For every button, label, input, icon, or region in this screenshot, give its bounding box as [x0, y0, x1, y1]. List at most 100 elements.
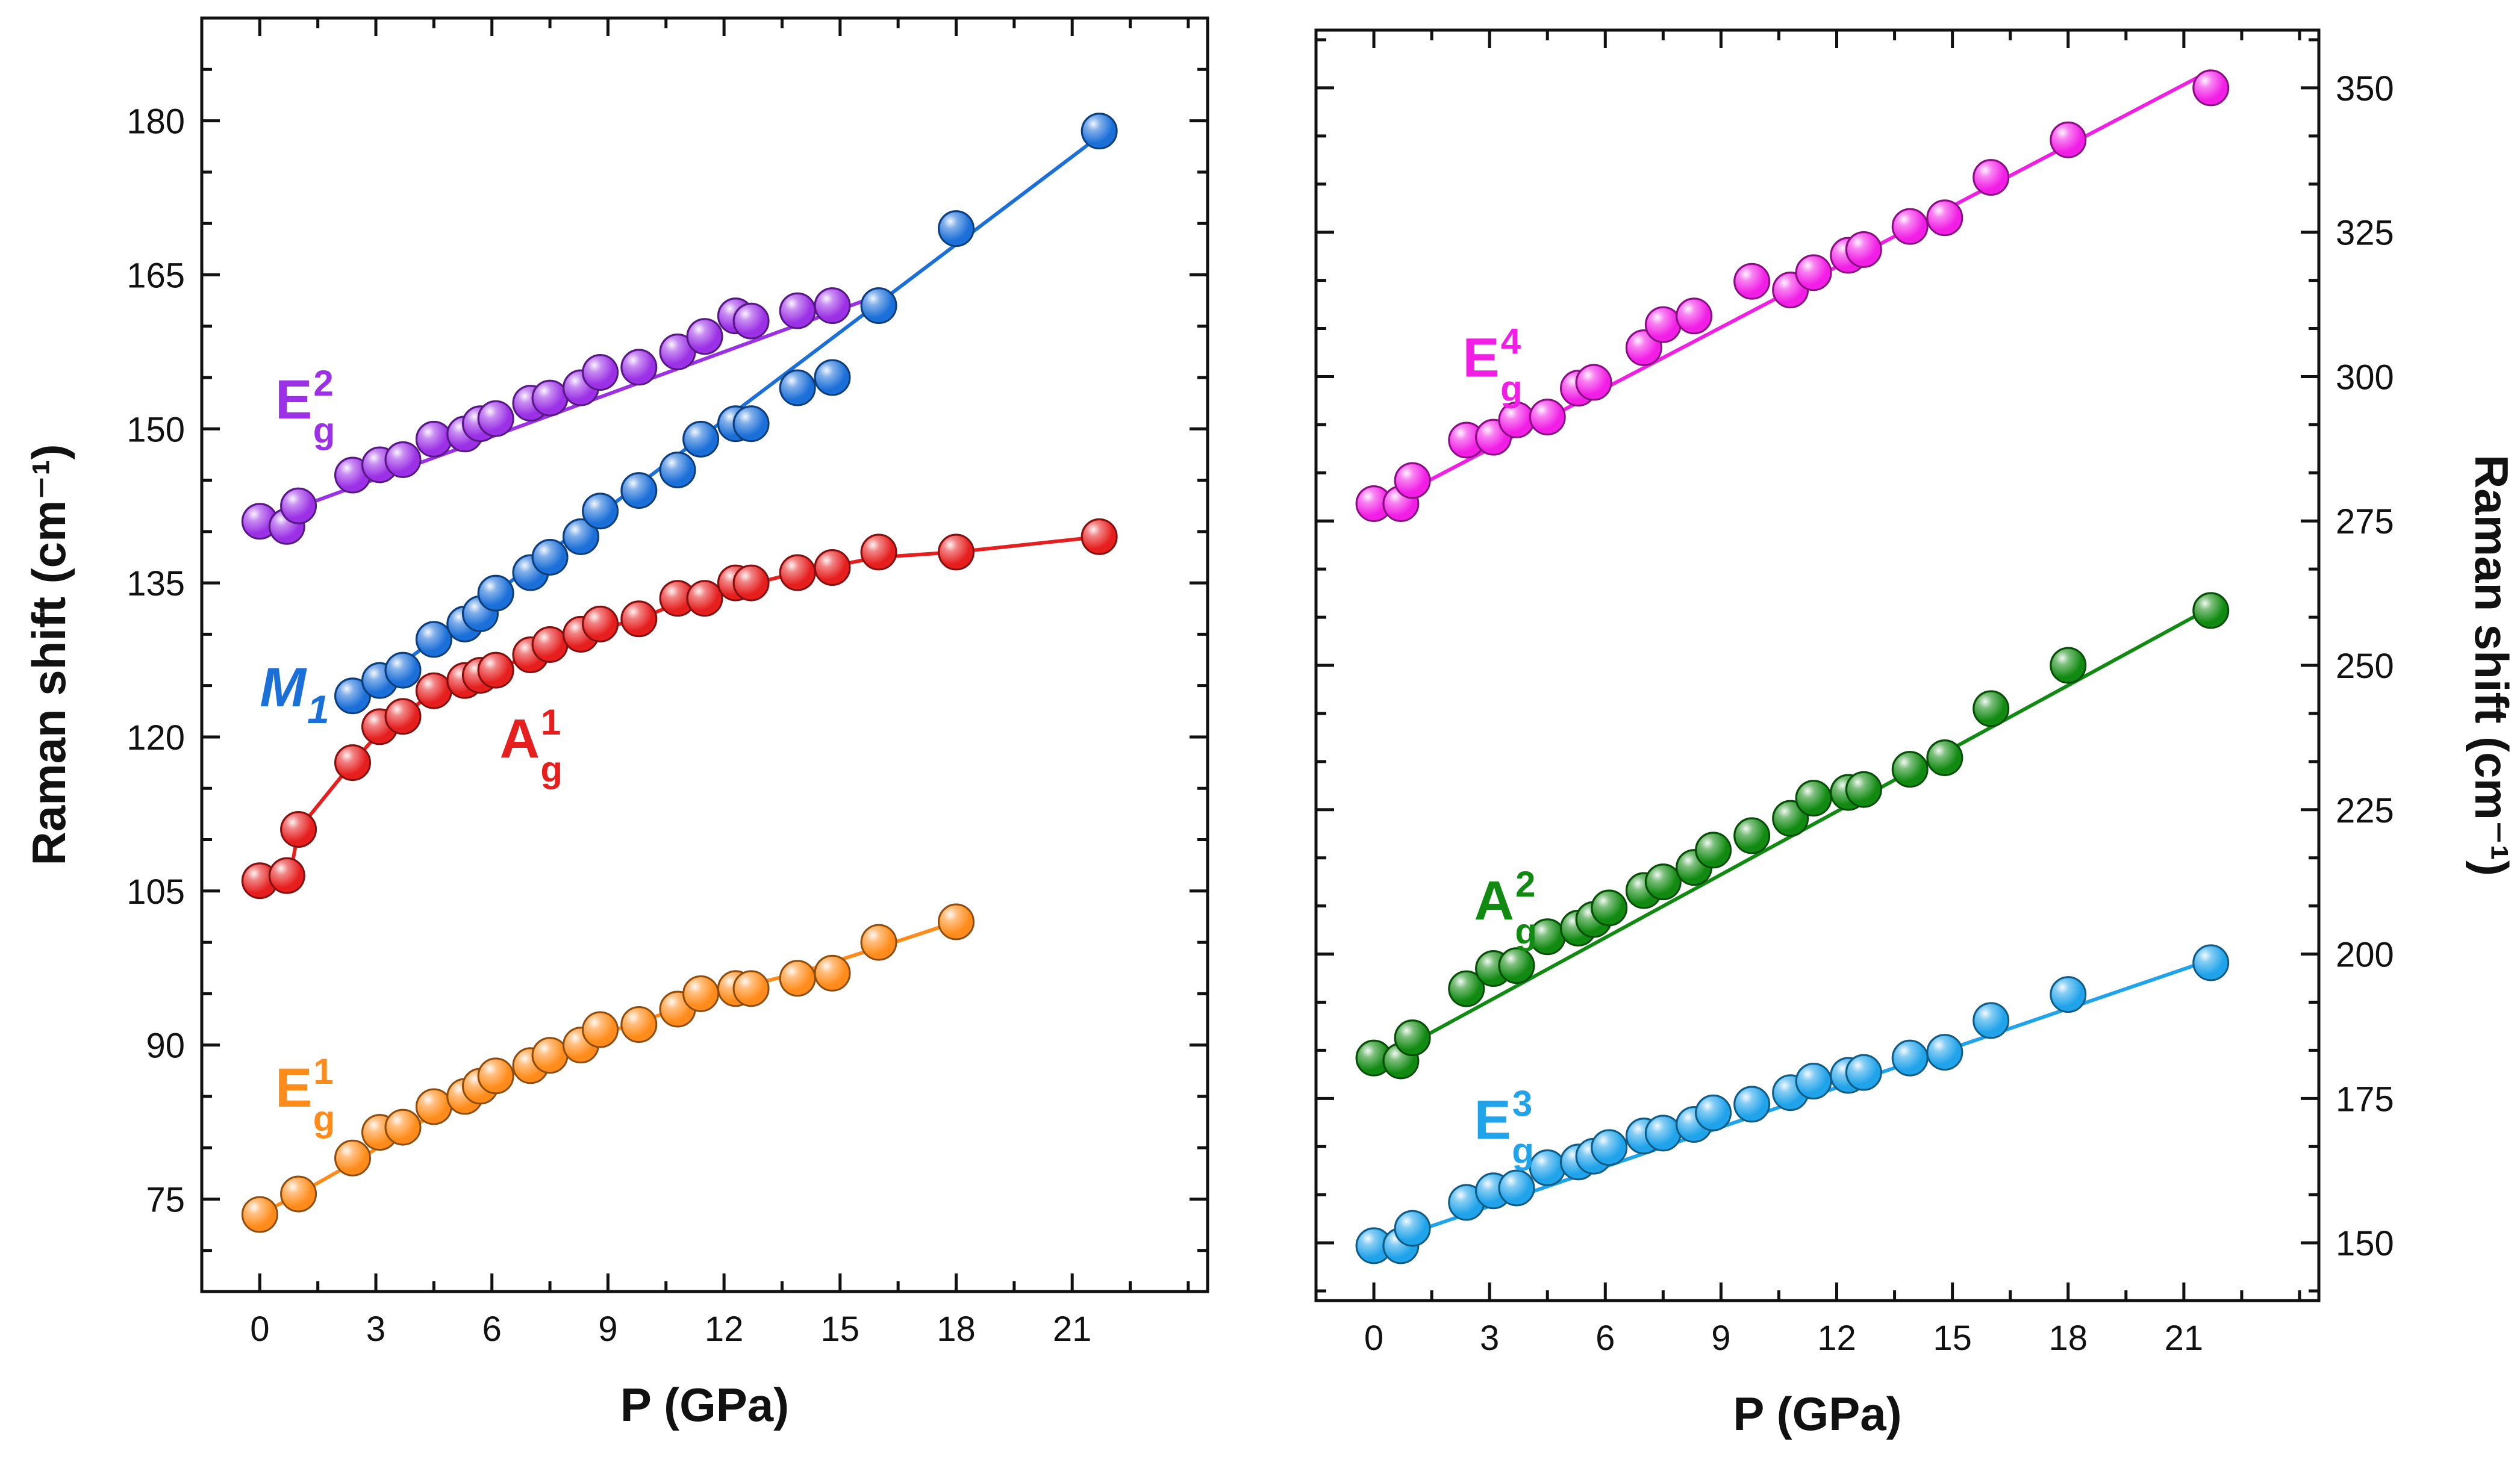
data-point [582, 605, 619, 642]
data-point [268, 857, 305, 894]
y-tick-label: 150 [2336, 1224, 2394, 1263]
data-point [814, 287, 851, 325]
data-point [1081, 518, 1118, 555]
data-point [1695, 1094, 1732, 1131]
data-point [477, 651, 514, 689]
x-tick-label: 6 [482, 1310, 502, 1349]
series-2: E3 g [1355, 944, 2230, 1264]
data-point [582, 1011, 619, 1048]
data-point [2050, 976, 2087, 1013]
y-tick-label: 275 [2336, 502, 2394, 541]
data-point [1498, 1169, 1535, 1207]
data-point [779, 292, 816, 329]
data-point [2050, 121, 2087, 158]
data-point [1795, 1063, 1832, 1100]
series-label: M1 [260, 657, 329, 732]
data-point [1926, 1034, 1963, 1071]
data-point [686, 318, 723, 355]
x-tick-label: 3 [1480, 1319, 1499, 1358]
data-point [732, 405, 770, 443]
data-point [1891, 1039, 1929, 1077]
plot-frame [1314, 28, 2321, 1302]
data-point [1448, 1184, 1485, 1221]
data-point [241, 862, 278, 900]
data-point [1695, 832, 1732, 869]
x-tick-label: 12 [1817, 1319, 1856, 1358]
data-point [477, 1057, 514, 1095]
data-point [1644, 863, 1682, 901]
x-axis-title: P (GPa) [620, 1378, 789, 1431]
data-point [659, 333, 696, 370]
data-point [1498, 947, 1535, 984]
data-point [779, 960, 816, 997]
y-tick-label: 250 [2336, 647, 2394, 686]
data-point [531, 538, 569, 576]
y-tick-label: 225 [2336, 791, 2394, 830]
data-point [779, 554, 816, 591]
series-3: E1 g [241, 903, 975, 1233]
y-tick-label: 90 [146, 1027, 185, 1066]
data-point [682, 975, 720, 1012]
data-point [1591, 889, 1628, 927]
left-panel: 0 3 6 9 12 15 18 21 75 90 105 120 135 150 165 180 P (GPa… [22, 16, 1209, 1431]
data-point [732, 564, 770, 602]
y-tick-label: 200 [2336, 936, 2394, 975]
data-point [1575, 364, 1612, 401]
x-tick-label: 0 [250, 1310, 269, 1349]
data-point [686, 580, 723, 617]
series-label: E2 g [275, 363, 335, 450]
y-tick-label: 150 [126, 410, 185, 449]
x-tick-label: 9 [1711, 1319, 1730, 1358]
data-point [1795, 780, 1832, 817]
data-point [1772, 800, 1809, 837]
data-point [2050, 647, 2087, 684]
data-point [1973, 690, 2010, 727]
data-point [620, 1006, 658, 1043]
data-point [562, 518, 599, 555]
y-tick-label: 105 [126, 872, 185, 912]
y-tick-label: 180 [126, 102, 185, 141]
data-point [334, 677, 371, 715]
data-point [732, 302, 770, 340]
data-point [334, 1139, 371, 1177]
data-point [582, 493, 619, 530]
data-point [659, 580, 696, 617]
x-tick-label: 9 [598, 1310, 617, 1349]
data-point [620, 349, 658, 386]
x-tick-label: 15 [1933, 1319, 1972, 1358]
y-tick-label: 165 [126, 256, 185, 295]
series-label: E1 g [275, 1051, 335, 1139]
data-point [582, 353, 619, 391]
right-panel: 0 3 6 9 12 15 18 21 150 175 200 225 250 275 300 325 350 P… [1314, 28, 2518, 1440]
data-point [1448, 970, 1485, 1007]
x-tick-label: 3 [366, 1310, 385, 1349]
data-point [860, 924, 897, 961]
x-axis-title: P (GPa) [1733, 1387, 1901, 1440]
data-point [732, 970, 770, 1007]
x-tick-label: 12 [705, 1310, 744, 1349]
y-tick-label: 350 [2336, 69, 2394, 108]
data-point [620, 600, 658, 638]
data-point [280, 810, 317, 848]
x-tick-label: 6 [1595, 1319, 1615, 1358]
data-point [1529, 399, 1566, 436]
x-tick-label: 21 [2165, 1319, 2204, 1358]
series-0: E4 g [1355, 69, 2230, 522]
data-point [531, 379, 569, 417]
plot-frame [200, 16, 1209, 1293]
series-label: A2 g [1474, 864, 1537, 951]
data-point [384, 441, 422, 478]
data-point [682, 420, 720, 458]
series-1: M1 [260, 113, 1118, 732]
data-point [860, 533, 897, 571]
x-tick-label: 18 [2048, 1319, 2088, 1358]
y-tick-label: 300 [2336, 358, 2394, 397]
data-point [1973, 159, 2010, 196]
y-tick-label: 175 [2336, 1080, 2394, 1119]
data-point [1498, 401, 1535, 438]
data-point [334, 456, 371, 494]
data-point [1355, 1039, 1393, 1077]
y-axis-title: Raman shift (cm⁻¹) [22, 444, 75, 866]
data-point [477, 574, 514, 612]
